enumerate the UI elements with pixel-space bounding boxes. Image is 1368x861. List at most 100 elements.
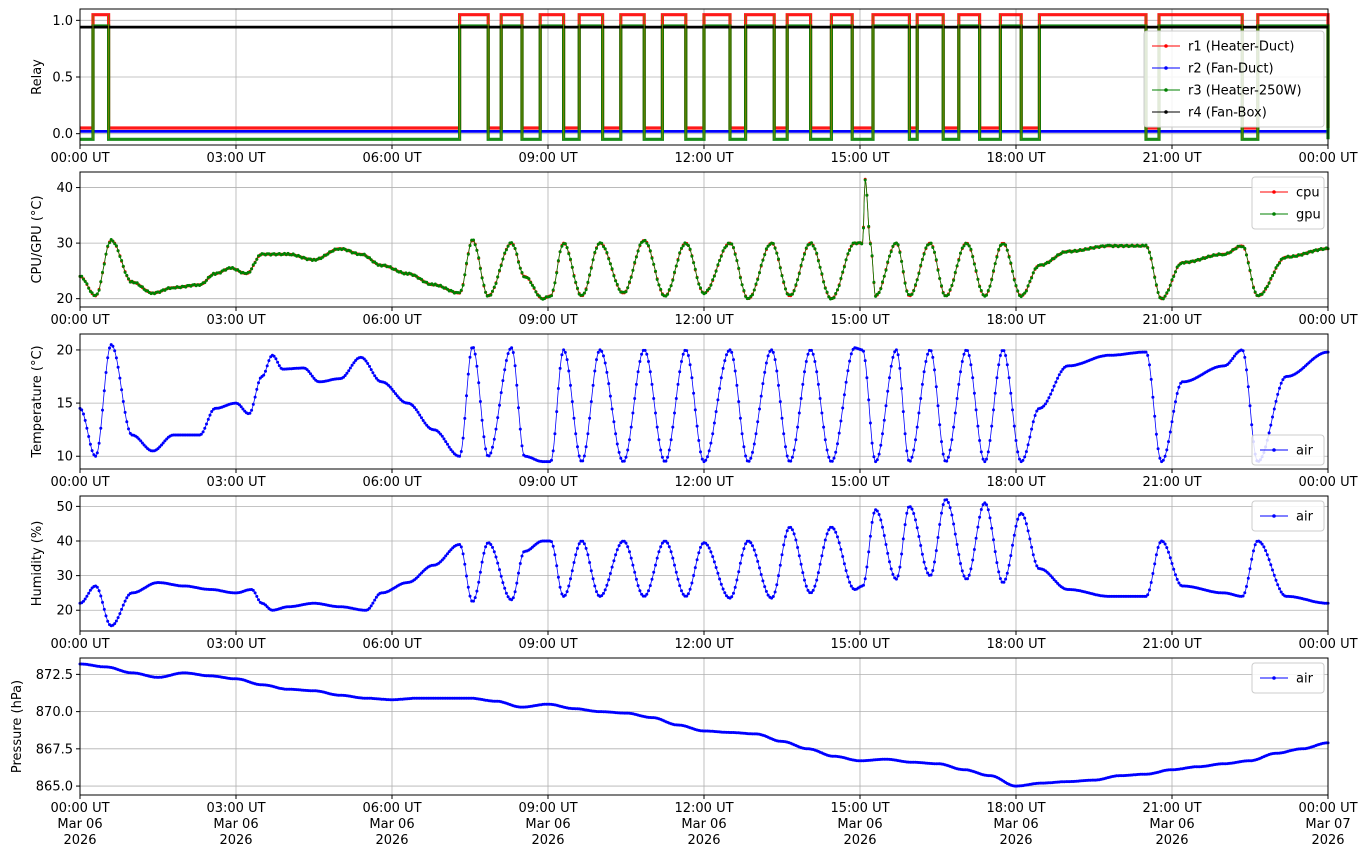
data-point	[825, 290, 829, 294]
y-tick-label: 0.0	[52, 127, 73, 142]
data-point	[738, 416, 742, 420]
data-point	[210, 273, 214, 277]
data-point	[492, 550, 496, 554]
data-point	[905, 449, 909, 453]
data-point	[801, 257, 805, 261]
data-point	[1148, 363, 1151, 367]
data-point	[960, 360, 964, 363]
data-point	[638, 589, 642, 593]
data-point	[118, 255, 122, 258]
data-point	[82, 277, 85, 281]
grid	[79, 334, 1329, 469]
data-point	[392, 389, 396, 393]
series-markers-air	[78, 662, 1330, 788]
data-point	[797, 272, 801, 276]
data-point	[501, 379, 505, 383]
data-point	[140, 441, 144, 445]
data-point	[797, 554, 801, 558]
data-point	[969, 247, 973, 251]
data-point	[654, 269, 657, 273]
data-point	[520, 271, 524, 274]
data-point	[1146, 246, 1150, 250]
data-point	[619, 456, 623, 460]
data-point	[771, 595, 775, 598]
data-point	[820, 272, 824, 276]
data-point	[966, 349, 969, 353]
legend-entry: r2 (Fan-Duct)	[1188, 62, 1274, 77]
data-point	[645, 352, 649, 356]
data-point	[563, 350, 567, 354]
data-point	[922, 252, 926, 256]
data-point	[501, 257, 505, 261]
data-point	[511, 596, 515, 600]
data-point	[666, 541, 670, 545]
data-point	[102, 262, 106, 266]
data-point	[1278, 587, 1281, 591]
data-point	[121, 264, 125, 268]
data-point	[498, 268, 501, 272]
data-point	[1234, 247, 1238, 251]
data-point	[550, 540, 553, 544]
data-point	[803, 252, 806, 256]
data-point	[560, 353, 564, 357]
data-point	[863, 178, 867, 182]
data-point	[581, 459, 585, 463]
data-point	[1252, 286, 1255, 290]
data-point	[1156, 447, 1160, 451]
data-point	[588, 273, 592, 277]
data-point	[936, 536, 940, 539]
data-point	[657, 550, 661, 554]
data-point	[158, 445, 162, 449]
data-point	[737, 400, 741, 404]
data-point	[581, 539, 585, 543]
data-point	[946, 293, 950, 297]
y-tick-label: 1.0	[52, 14, 73, 29]
data-point	[664, 459, 668, 463]
data-point	[732, 358, 735, 362]
data-point	[920, 382, 924, 386]
data-point	[607, 257, 611, 261]
data-point	[576, 286, 579, 290]
data-point	[482, 435, 486, 439]
data-point	[1269, 423, 1273, 427]
data-point	[373, 598, 377, 602]
data-point	[458, 291, 462, 295]
data-point	[607, 578, 611, 582]
data-point	[837, 431, 841, 435]
data-point	[612, 274, 616, 278]
data-point	[796, 546, 800, 549]
data-point	[265, 364, 269, 368]
data-point	[803, 578, 806, 582]
legend-entry: air	[1296, 672, 1314, 687]
data-point	[1030, 427, 1034, 431]
data-point	[1047, 261, 1051, 265]
data-point	[723, 359, 727, 363]
data-point	[626, 448, 630, 452]
data-point	[699, 545, 702, 549]
data-point	[617, 450, 621, 454]
data-point	[898, 366, 902, 370]
data-point	[771, 350, 775, 354]
data-point	[572, 561, 576, 564]
data-point	[85, 282, 89, 286]
data-point	[758, 407, 761, 411]
data-point	[882, 534, 886, 537]
data-point	[1170, 420, 1174, 424]
data-point	[721, 249, 725, 253]
data-point	[688, 247, 692, 251]
data-point	[752, 548, 756, 552]
data-point	[654, 411, 657, 415]
data-point	[104, 252, 108, 256]
data-point	[120, 259, 124, 262]
data-point	[1009, 554, 1013, 558]
data-point	[1243, 246, 1247, 250]
data-point	[309, 372, 312, 376]
data-point	[444, 554, 448, 558]
data-point	[511, 243, 515, 247]
data-point	[605, 583, 609, 587]
data-point	[920, 552, 924, 556]
data-point	[699, 286, 702, 290]
data-point	[364, 359, 368, 363]
data-point	[985, 293, 988, 297]
data-point	[615, 282, 619, 286]
